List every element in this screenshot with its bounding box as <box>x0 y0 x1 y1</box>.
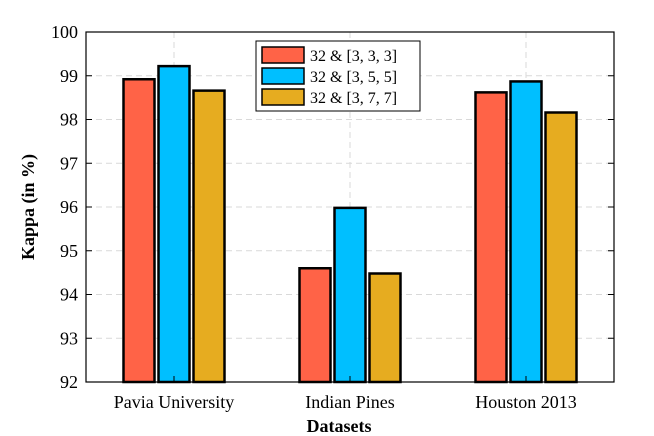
legend-label: 32 & [3, 3, 3] <box>310 48 397 65</box>
x-tick-label: Pavia University <box>114 392 234 412</box>
bar <box>333 206 367 384</box>
x-tick-label: Houston 2013 <box>475 392 577 412</box>
y-axis-title: Kappa (in %) <box>18 154 39 260</box>
bar <box>122 78 156 384</box>
y-tick-label: 99 <box>60 66 78 86</box>
legend-label: 32 & [3, 7, 7] <box>310 90 397 107</box>
bar <box>368 272 402 384</box>
y-tick-label: 98 <box>60 110 78 130</box>
bar <box>509 80 543 384</box>
bars <box>122 64 578 384</box>
bar <box>544 111 578 384</box>
bar <box>192 89 226 384</box>
bar <box>298 267 332 384</box>
x-axis-title: Datasets <box>307 416 372 436</box>
y-tick-label: 97 <box>60 153 78 173</box>
y-tick-label: 100 <box>51 22 78 42</box>
y-tick-label: 93 <box>60 328 78 348</box>
legend: 32 & [3, 3, 3] 32 & [3, 5, 5] 32 & [3, 7, … <box>255 40 421 112</box>
y-tick-label: 92 <box>60 372 78 392</box>
y-ticks: 92 93 94 95 96 97 98 99 100 <box>51 22 614 392</box>
y-tick-label: 96 <box>60 197 78 217</box>
legend-label: 32 & [3, 5, 5] <box>310 69 397 86</box>
legend-swatch <box>261 46 305 64</box>
bar <box>157 64 191 384</box>
y-tick-label: 95 <box>60 241 78 261</box>
y-tick-label: 94 <box>60 285 78 305</box>
x-ticks: Pavia University Indian Pines Houston 2013 <box>114 376 577 412</box>
legend-swatch <box>261 67 305 85</box>
x-tick-label: Indian Pines <box>305 392 395 412</box>
bar <box>474 91 508 384</box>
legend-swatch <box>261 88 305 106</box>
